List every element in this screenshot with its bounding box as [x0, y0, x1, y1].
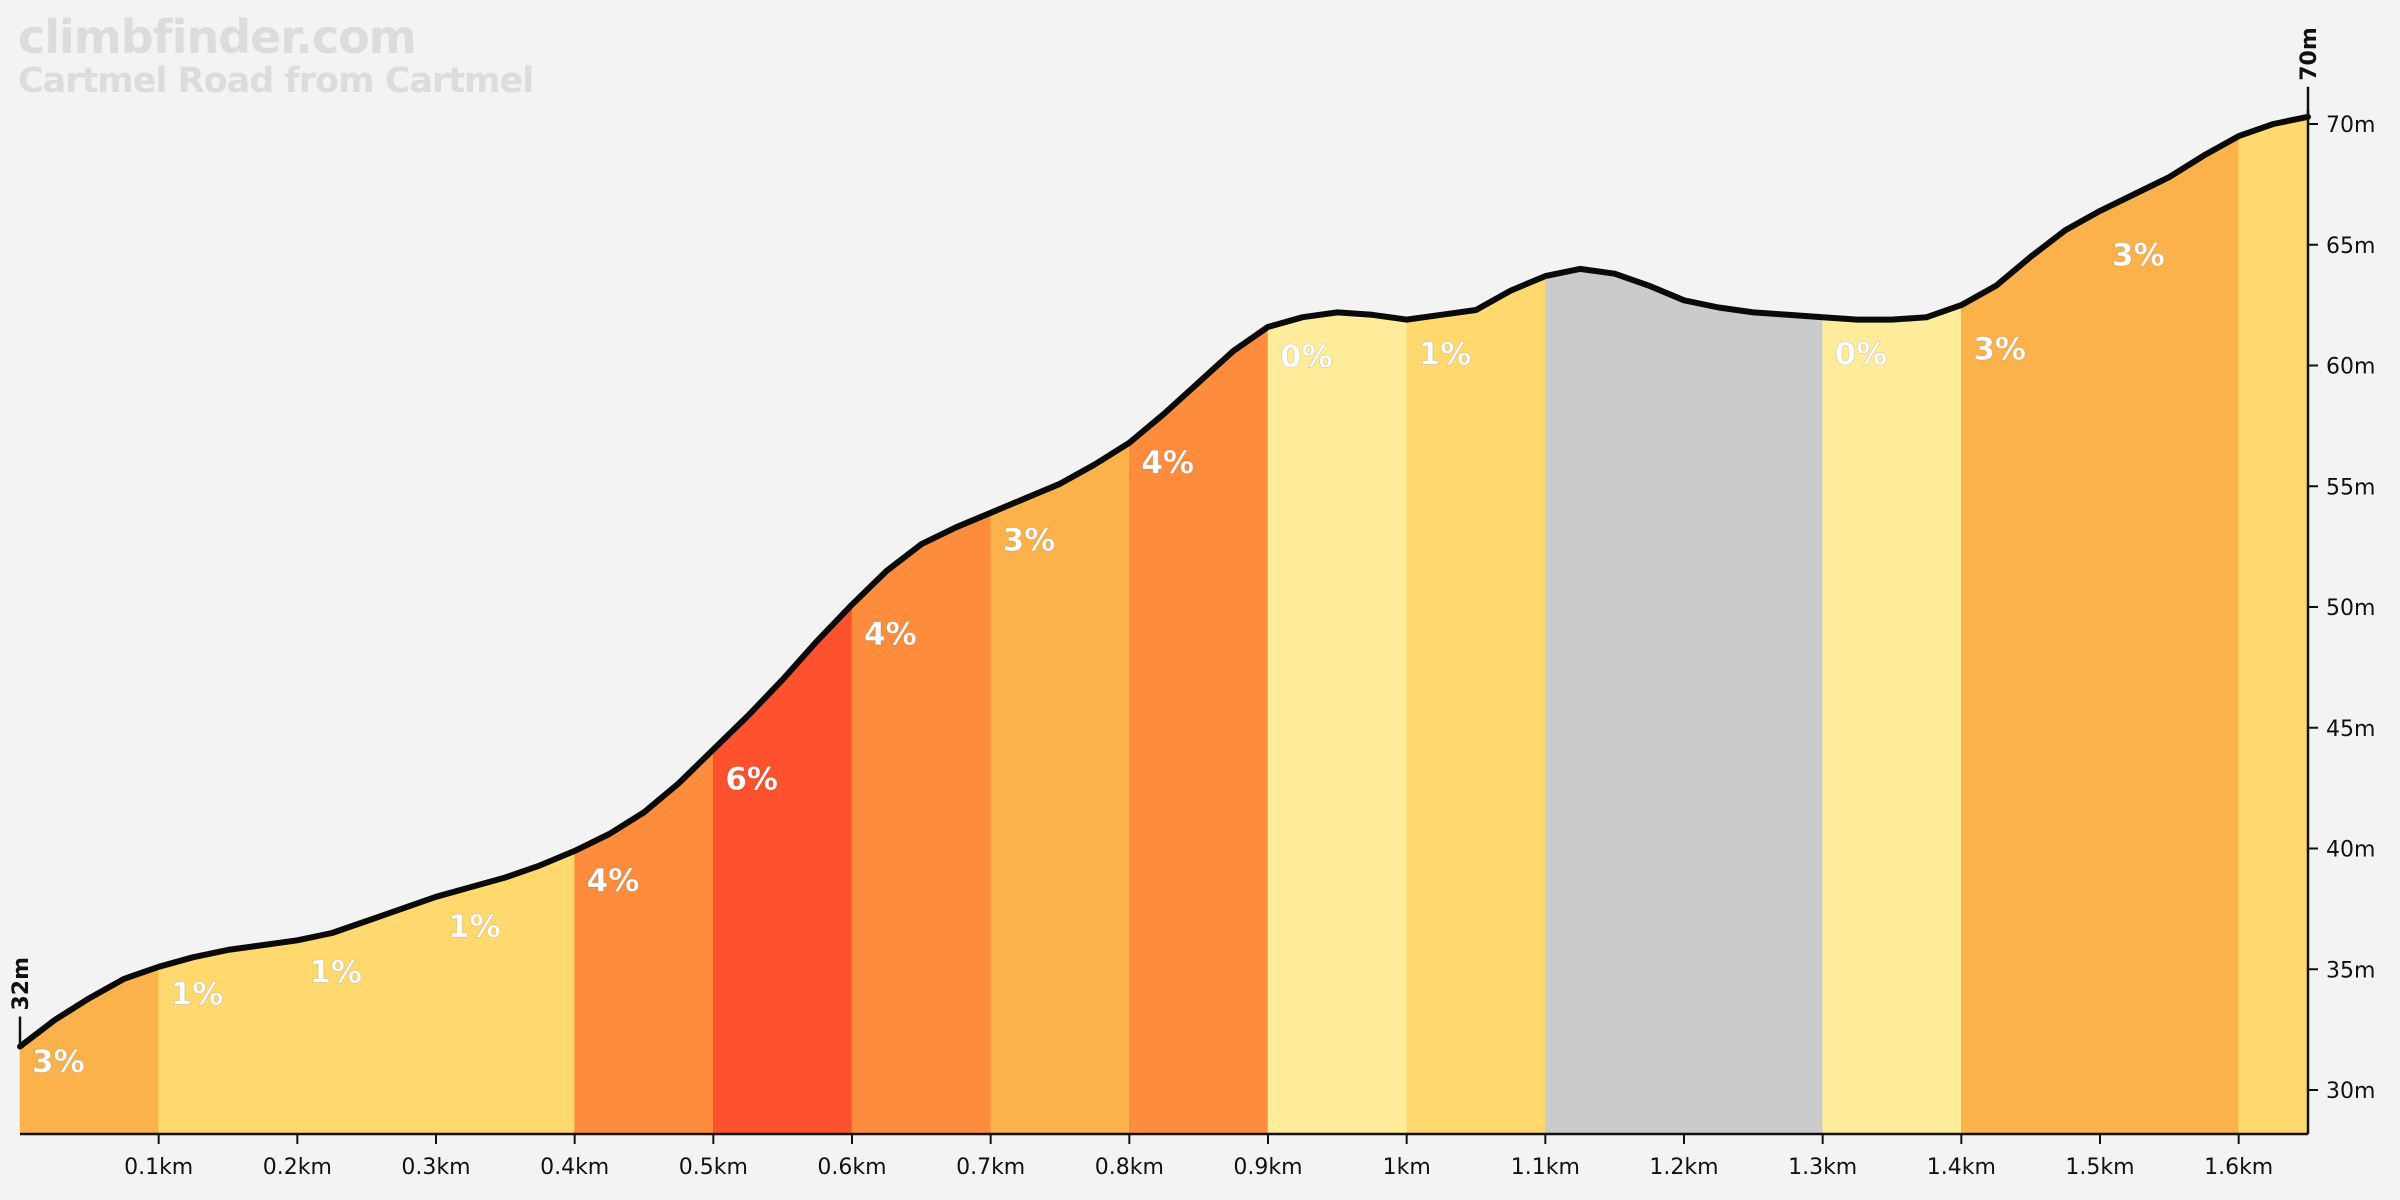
- grade-label-3: 1%: [309, 955, 362, 991]
- x-tick-label-2: 0.2km: [263, 1155, 332, 1180]
- x-tick-label-5: 0.5km: [679, 1155, 748, 1180]
- y-tick-label-8: 65m: [2326, 234, 2375, 259]
- grade-label-13: 3%: [1973, 332, 2026, 368]
- grade-band-12: [1961, 135, 2239, 1135]
- grade-label-14: 3%: [2112, 237, 2165, 273]
- x-tick-label-16: 1.6km: [2204, 1155, 2273, 1180]
- grade-label-4: 1%: [448, 909, 501, 945]
- y-tick-label-6: 55m: [2326, 475, 2375, 500]
- x-tick-label-7: 0.7km: [956, 1155, 1025, 1180]
- y-tick-label-9: 70m: [2326, 113, 2375, 138]
- x-tick-label-6: 0.6km: [817, 1155, 886, 1180]
- x-tick-label-3: 0.3km: [401, 1155, 470, 1180]
- grade-band-10: [1545, 268, 1823, 1135]
- grade-band-9: [1406, 275, 1546, 1135]
- grade-band-8: [1267, 312, 1407, 1135]
- grade-label-5: 4%: [587, 863, 640, 899]
- y-tick-label-1: 30m: [2326, 1079, 2375, 1104]
- grade-band-5: [851, 512, 992, 1135]
- y-tick-label-3: 40m: [2326, 838, 2375, 863]
- grade-label-7: 4%: [864, 617, 917, 653]
- y-tick-label-2: 35m: [2326, 958, 2375, 983]
- x-tick-label-15: 1.5km: [2065, 1155, 2134, 1180]
- grade-labels: 3% 1% 1% 1% 4% 6% 4% 3% 4% 0% 1% 0% 3% 3%: [32, 237, 2166, 1081]
- x-tick-label-9: 0.9km: [1233, 1155, 1302, 1180]
- grade-bands: [19, 116, 2309, 1135]
- x-tick-label-10: 1km: [1383, 1155, 1431, 1180]
- grade-label-11: 1%: [1419, 336, 1472, 372]
- x-tick-label-11: 1.1km: [1511, 1155, 1580, 1180]
- grade-label-10: 0%: [1280, 339, 1333, 375]
- x-tick-label-8: 0.8km: [1095, 1155, 1164, 1180]
- grade-label-1: 3%: [32, 1044, 85, 1080]
- x-axis: 0.1km 0.2km 0.3km 0.4km 0.5km 0.6km 0.7km 0.8km…: [20, 1132, 2308, 1180]
- grade-band-13: [2238, 116, 2309, 1135]
- x-tick-label-13: 1.3km: [1788, 1155, 1857, 1180]
- profile-line-group: [17, 113, 2311, 1050]
- grade-band-4: [712, 603, 853, 1135]
- elevation-line: [17, 113, 2311, 1050]
- y-tick-label-4: 45m: [2326, 717, 2375, 742]
- start-elevation-label: 32m: [9, 957, 34, 1011]
- x-tick-label-14: 1.4km: [1927, 1155, 1996, 1180]
- x-tick-label-1: 0.1km: [124, 1155, 193, 1180]
- y-tick-label-7: 60m: [2326, 355, 2375, 380]
- y-axis: 30m 35m 40m 45m 50m 55m 60m 65m 70m: [2306, 110, 2375, 1134]
- elevation-markers: 32m 70m: [9, 27, 2322, 1047]
- grade-label-9: 4%: [1141, 445, 1194, 481]
- grade-label-6: 6%: [725, 761, 778, 797]
- y-tick-label-5: 50m: [2326, 596, 2375, 621]
- end-elevation-label: 70m: [2297, 27, 2322, 81]
- grade-label-12: 0%: [1835, 336, 1888, 372]
- x-tick-label-4: 0.4km: [540, 1155, 609, 1180]
- grade-band-11: [1822, 304, 1962, 1135]
- grade-band-3: [574, 748, 714, 1135]
- x-tick-label-12: 1.2km: [1649, 1155, 1718, 1180]
- grade-label-2: 1%: [171, 976, 224, 1012]
- grade-label-8: 3%: [1003, 522, 1056, 558]
